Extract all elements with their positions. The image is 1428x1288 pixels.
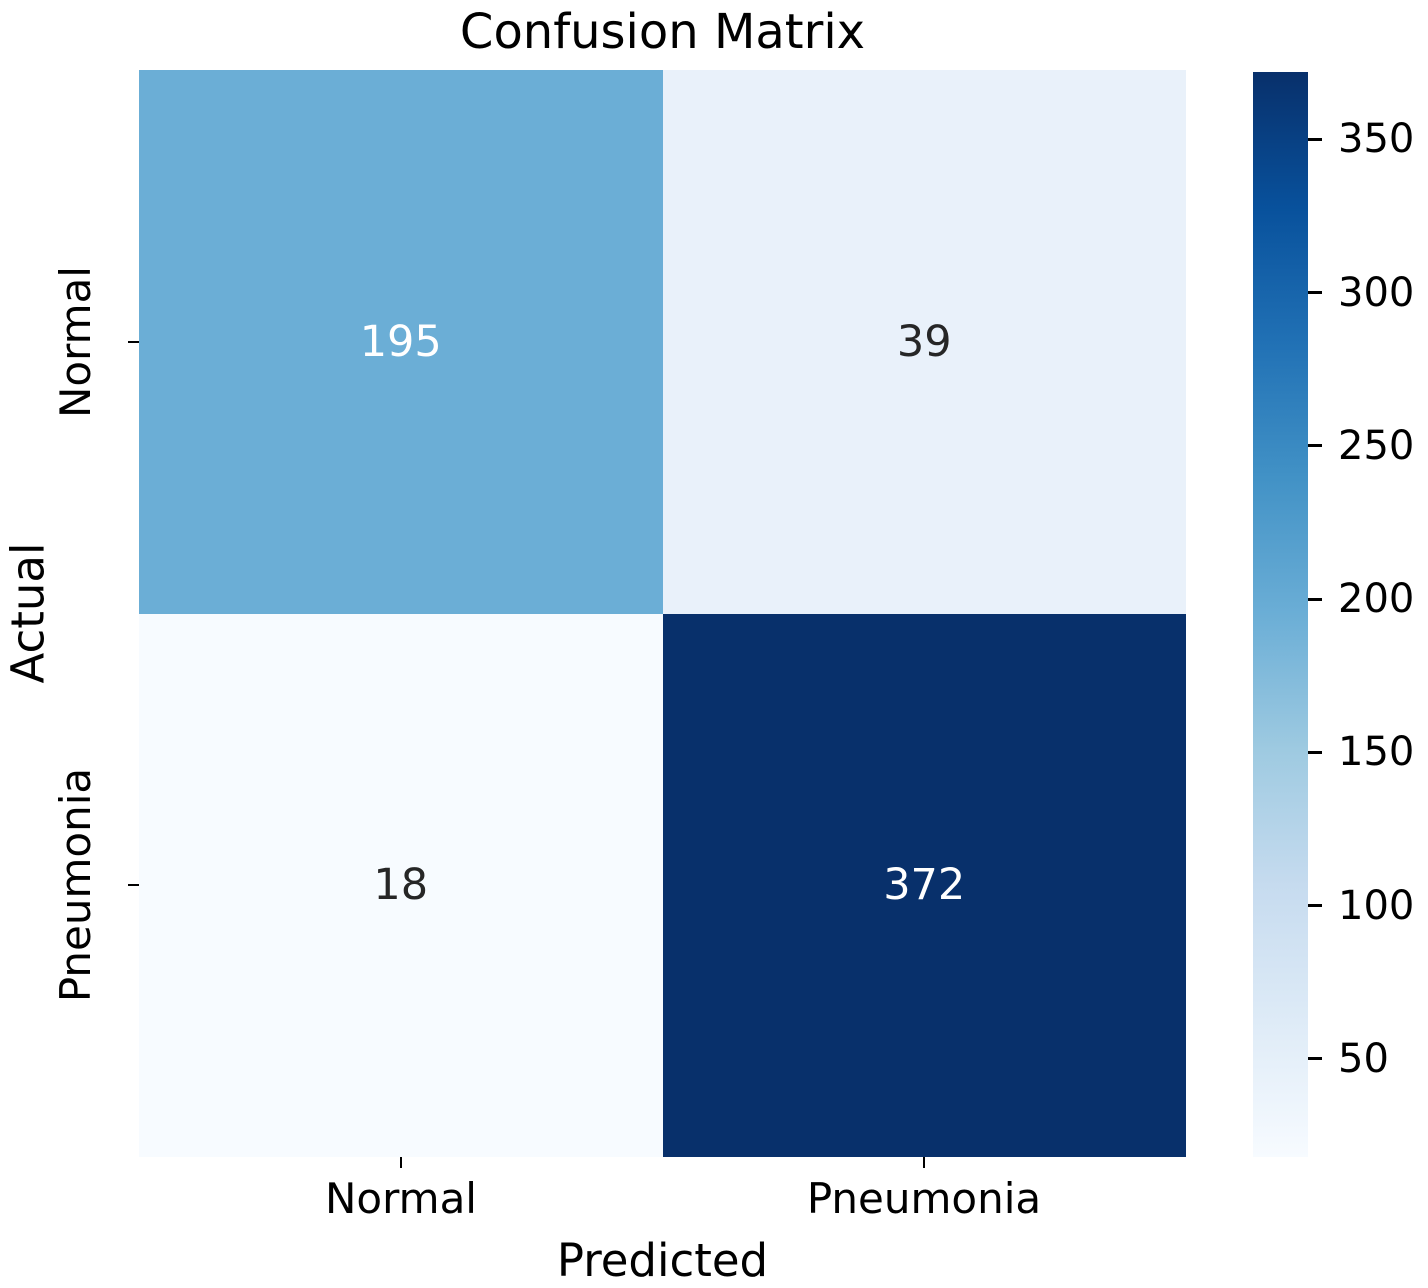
colorbar-tick: 150	[1308, 732, 1414, 772]
cell-actual-pneumonia-pred-normal: 18	[139, 613, 663, 1157]
x-tick-label-pneumonia: Pneumonia	[806, 1174, 1042, 1223]
cell-actual-pneumonia-pred-pneumonia: 372	[662, 613, 1186, 1157]
colorbar-tick: 250	[1308, 426, 1414, 466]
x-axis-label: Predicted	[556, 1234, 769, 1287]
colorbar-tick-mark	[1308, 137, 1322, 141]
x-tick-label-normal: Normal	[325, 1174, 477, 1223]
colorbar-tick-label: 200	[1338, 576, 1415, 623]
cell-actual-normal-pred-pneumonia: 39	[662, 70, 1186, 614]
x-tick-mark-normal	[400, 1157, 402, 1168]
colorbar-tick: 50	[1308, 1039, 1389, 1079]
colorbar-tick-label: 350	[1338, 116, 1415, 163]
heatmap-grid: 195 39 18 372	[139, 70, 1186, 1157]
y-tick-mark-pneumonia	[128, 884, 139, 886]
colorbar-tick-label: 250	[1338, 422, 1415, 469]
colorbar	[1253, 72, 1308, 1157]
colorbar-tick-mark	[1308, 750, 1322, 754]
cell-actual-normal-pred-normal: 195	[139, 70, 663, 614]
colorbar-tick: 300	[1308, 273, 1414, 313]
colorbar-tick: 100	[1308, 886, 1414, 926]
colorbar-tick-label: 300	[1338, 269, 1415, 316]
colorbar-tick-mark	[1308, 291, 1322, 295]
colorbar-tick-label: 100	[1338, 882, 1415, 929]
y-axis-label: Actual	[1, 542, 55, 684]
colorbar-tick-mark	[1308, 904, 1322, 908]
colorbar-tick-label: 150	[1338, 729, 1415, 776]
colorbar-tick-mark	[1308, 597, 1322, 601]
y-tick-label-pneumonia: Pneumonia	[51, 767, 100, 1003]
y-tick-label-normal: Normal	[51, 266, 100, 418]
colorbar-tick-label: 50	[1338, 1035, 1389, 1082]
colorbar-tick: 200	[1308, 579, 1414, 619]
colorbar-tick-mark	[1308, 1057, 1322, 1061]
colorbar-tick: 350	[1308, 119, 1414, 159]
chart-title: Confusion Matrix	[459, 4, 866, 60]
y-tick-mark-normal	[128, 341, 139, 343]
x-tick-mark-pneumonia	[923, 1157, 925, 1168]
colorbar-tick-mark	[1308, 444, 1322, 448]
